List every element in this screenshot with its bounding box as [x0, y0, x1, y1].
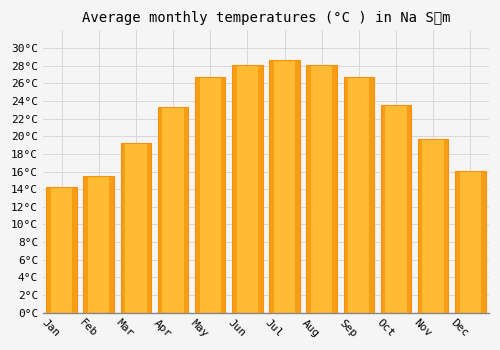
- Bar: [418, 139, 422, 313]
- Bar: [295, 60, 300, 313]
- Bar: [158, 107, 188, 313]
- Bar: [444, 139, 448, 313]
- Bar: [370, 77, 374, 313]
- Bar: [184, 107, 188, 313]
- Bar: [195, 77, 226, 313]
- Bar: [46, 187, 77, 313]
- Title: Average monthly temperatures (°C ) in Na Sầm: Average monthly temperatures (°C ) in Na…: [82, 11, 450, 25]
- Bar: [195, 77, 200, 313]
- Bar: [381, 105, 386, 313]
- Bar: [46, 187, 51, 313]
- Bar: [120, 143, 151, 313]
- Bar: [455, 171, 460, 313]
- Bar: [344, 77, 348, 313]
- Bar: [84, 176, 88, 313]
- Bar: [270, 60, 274, 313]
- Bar: [381, 105, 411, 313]
- Bar: [270, 60, 300, 313]
- Bar: [120, 143, 125, 313]
- Bar: [84, 176, 114, 313]
- Bar: [258, 65, 262, 313]
- Bar: [221, 77, 226, 313]
- Bar: [418, 139, 448, 313]
- Bar: [306, 65, 337, 313]
- Bar: [332, 65, 337, 313]
- Bar: [232, 65, 262, 313]
- Bar: [406, 105, 411, 313]
- Bar: [306, 65, 311, 313]
- Bar: [158, 107, 162, 313]
- Bar: [110, 176, 114, 313]
- Bar: [455, 171, 486, 313]
- Bar: [72, 187, 77, 313]
- Bar: [344, 77, 374, 313]
- Bar: [481, 171, 486, 313]
- Bar: [146, 143, 151, 313]
- Bar: [232, 65, 236, 313]
